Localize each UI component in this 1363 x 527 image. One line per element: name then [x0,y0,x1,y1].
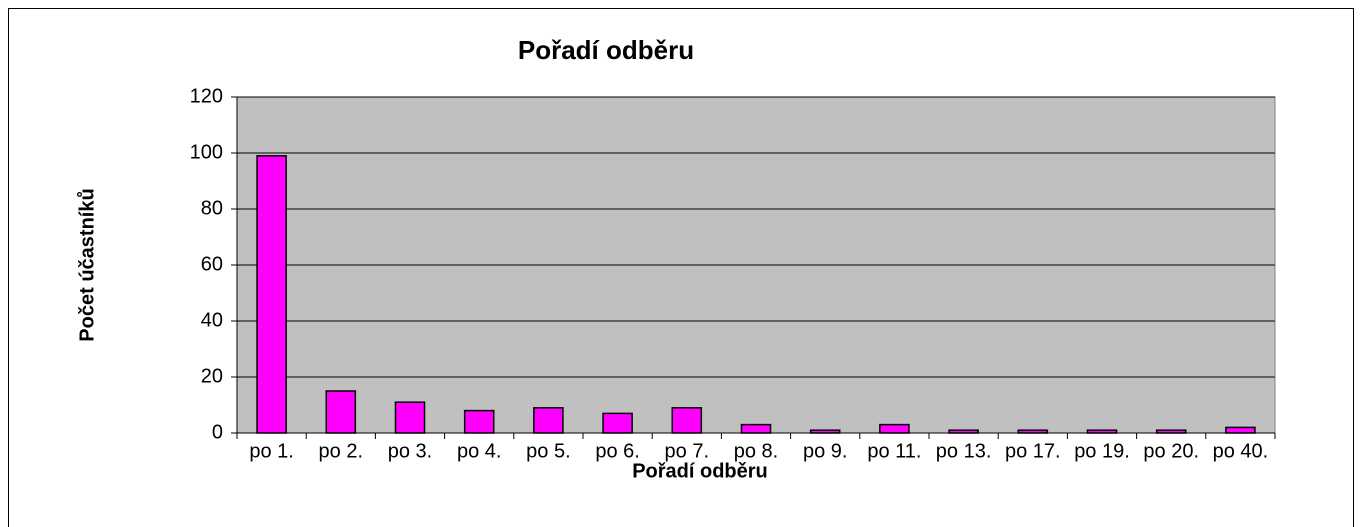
x-tick-label: po 19. [1074,440,1130,462]
x-tick-label: po 3. [388,440,432,462]
y-tick-label: 80 [201,197,223,219]
bar [256,155,287,434]
y-tick-label: 60 [201,253,223,275]
y-tick-label: 40 [201,309,223,331]
x-tick-label: po 6. [595,440,639,462]
x-tick-label: po 40. [1213,440,1269,462]
bar [740,423,772,434]
bar [533,407,564,434]
y-tick-label: 0 [212,421,223,443]
y-tick-label: 120 [190,85,223,107]
y-tick-label: 100 [190,141,223,163]
bar [394,401,426,434]
bar [1225,426,1256,434]
x-tick-label: po 17. [1005,440,1061,462]
x-tick-label: po 4. [457,440,501,462]
chart-title: Pořadí odběru [518,35,694,65]
x-tick-label: po 1. [249,440,293,462]
x-tick-label: po 7. [665,440,709,462]
x-tick-label: po 9. [803,440,847,462]
bar [879,423,910,434]
y-axis-title: Počet účastníků [76,188,98,341]
x-tick-label: po 11. [867,440,921,462]
bar [602,412,633,434]
bar [463,409,495,434]
x-axis-title: Pořadí odběru [632,460,768,482]
bar [671,407,703,434]
x-tick-label: po 20. [1143,440,1199,462]
y-tick-label: 20 [201,365,223,387]
x-tick-label: po 5. [526,440,570,462]
x-tick-label: po 13. [936,440,992,462]
x-tick-label: po 8. [734,440,778,462]
x-tick-label: po 2. [319,440,363,462]
bar [325,390,357,434]
